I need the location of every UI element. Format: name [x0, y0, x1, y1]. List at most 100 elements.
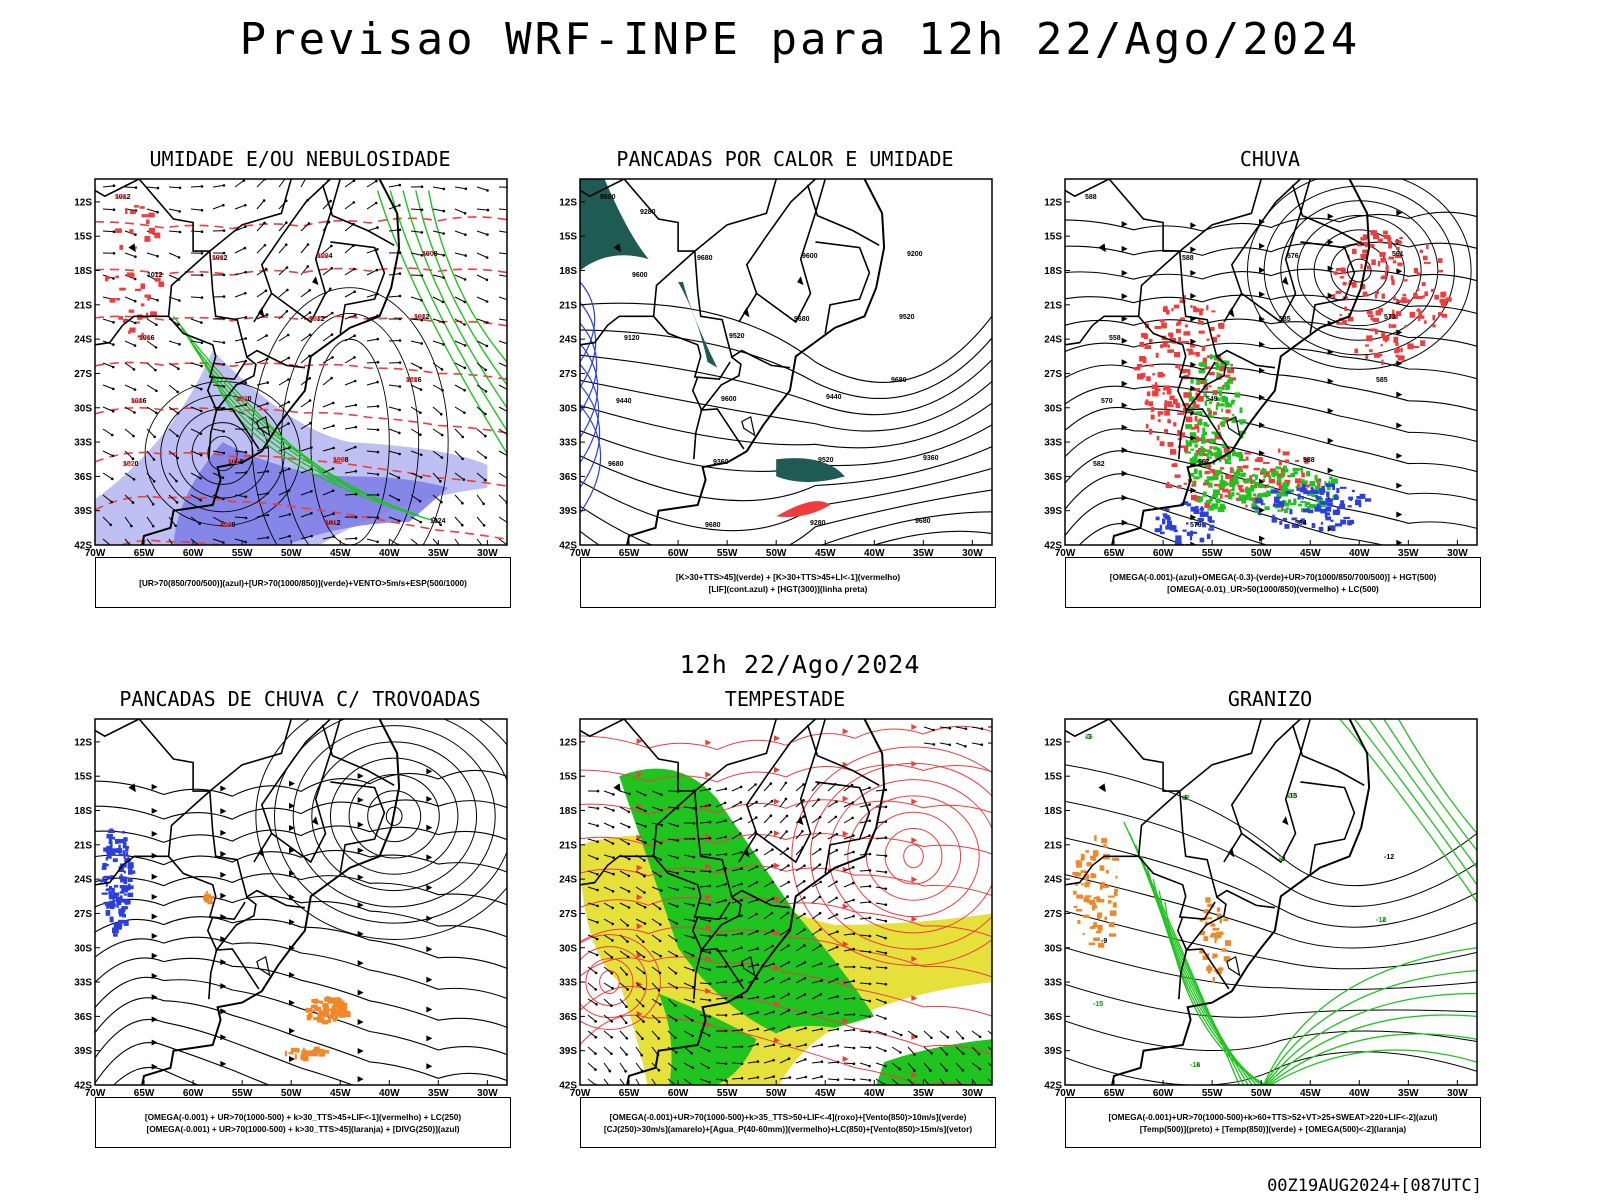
flow-arrow	[705, 833, 712, 840]
wind-vector	[587, 1046, 596, 1054]
wind-vector	[603, 1014, 613, 1022]
wind-vector-head	[772, 1058, 775, 1062]
thickness-label-dots	[140, 283, 145, 290]
height-contour	[580, 489, 992, 545]
wind-vector-head	[306, 243, 310, 246]
wind-vector-head	[464, 233, 467, 236]
wind-vector-head	[868, 1030, 872, 1034]
rain-area-blue	[1319, 491, 1325, 495]
wind-vector-head	[786, 895, 789, 898]
rain-area-red	[1159, 441, 1165, 447]
rain-area-red	[1165, 484, 1173, 488]
wind-vector	[715, 883, 726, 888]
wind-vector	[779, 945, 789, 952]
rain-area-red	[1259, 471, 1266, 475]
wind-vector-head	[482, 524, 486, 527]
wind-vector	[795, 1076, 806, 1080]
flow-arrow	[842, 1017, 849, 1024]
rain-area-red	[1212, 336, 1218, 343]
wind-vector	[859, 1046, 871, 1049]
wind-vector-head	[692, 904, 695, 907]
omega-area-orange	[1080, 858, 1085, 861]
flow-arrow	[911, 995, 918, 1002]
wind-vector-head	[835, 800, 838, 803]
thickness-label-dots	[119, 245, 124, 250]
wind-vector-head	[398, 317, 402, 321]
rain-area-red	[1268, 478, 1276, 484]
lon-label: 40W	[379, 1088, 400, 1097]
rain-area-red	[1388, 323, 1391, 329]
wind-vector	[667, 1062, 677, 1070]
rain-area-red	[1210, 469, 1216, 473]
wind-vector	[388, 538, 399, 545]
rain-area-red	[1394, 240, 1402, 243]
rain-area-green	[1297, 503, 1303, 507]
wind-vector	[432, 340, 444, 345]
divergence-area-blue	[105, 863, 109, 867]
wind-vector	[875, 1014, 886, 1019]
wind-vector	[124, 406, 135, 413]
flow-arrow	[1259, 316, 1265, 323]
wind-vector-head	[595, 953, 599, 957]
border-line	[260, 719, 331, 834]
wind-vector	[190, 340, 202, 344]
border-line	[730, 889, 790, 909]
wind-vector	[278, 401, 290, 408]
thunderstorm-area-orange	[305, 1007, 313, 1013]
wind-vector-head	[132, 368, 136, 371]
rain-area-red	[1219, 486, 1225, 491]
wind-vector-head	[486, 321, 489, 324]
wind-vector-head	[707, 1033, 711, 1037]
divergence-area-blue	[127, 854, 130, 859]
wind-vector-head	[756, 947, 759, 950]
rain-area-red	[1197, 396, 1204, 402]
wind-vector	[212, 450, 224, 454]
flow-arrow	[1259, 507, 1265, 514]
flow-arrow	[220, 808, 227, 815]
omega-area-orange	[1085, 850, 1089, 853]
geopotential-contour	[1296, 214, 1422, 327]
wind-vector	[587, 822, 598, 827]
rain-area-red	[1206, 438, 1212, 443]
wind-vector-head	[724, 787, 728, 791]
lat-label: 15S	[559, 232, 577, 243]
rain-area-green	[1309, 504, 1312, 507]
rain-area-red	[1392, 260, 1397, 264]
rain-area-red	[1144, 345, 1152, 349]
wind-vector	[432, 450, 443, 458]
temp-500-label: -9	[1101, 938, 1107, 945]
rain-area-red	[1197, 308, 1204, 311]
wind-vector-head	[772, 1075, 775, 1078]
rain-area-red	[1413, 268, 1419, 274]
island	[1228, 306, 1235, 318]
wind-vector	[146, 406, 157, 414]
wind-vector-head	[852, 1062, 856, 1065]
rain-area-red	[1438, 312, 1443, 316]
rain-area-blue	[1187, 533, 1191, 536]
border-line	[1137, 790, 1216, 921]
rain-area-red	[1184, 447, 1189, 453]
temp-500-contour	[1065, 947, 1477, 991]
rain-area-red	[1178, 364, 1181, 371]
rain-area-green	[1213, 354, 1218, 361]
thunderstorm-area-orange	[331, 1007, 335, 1013]
rain-area-blue	[1274, 496, 1281, 499]
rain-area-red	[1276, 480, 1282, 486]
legend-box: [UR>70(850/700/500)](azul)+[UR>70(1000/8…	[95, 557, 511, 608]
rain-area-red	[1369, 328, 1377, 332]
flow-arrow	[1396, 511, 1403, 518]
flow-arrow	[1190, 269, 1197, 276]
rain-area-green	[1250, 485, 1255, 492]
rain-area-red	[1335, 290, 1342, 294]
rain-area-red	[1380, 257, 1387, 263]
omega-area-orange	[1093, 937, 1100, 941]
rain-area-red	[1171, 308, 1174, 312]
wind-vector-head	[787, 992, 790, 996]
rain-area-blue	[1190, 530, 1193, 536]
thickness-label-dots	[150, 311, 157, 317]
wind-vector-head	[898, 1067, 902, 1071]
wind-vector	[124, 472, 135, 480]
streamline-loop	[329, 757, 459, 875]
streamline	[1065, 385, 1477, 443]
rain-area-green	[1217, 507, 1225, 513]
